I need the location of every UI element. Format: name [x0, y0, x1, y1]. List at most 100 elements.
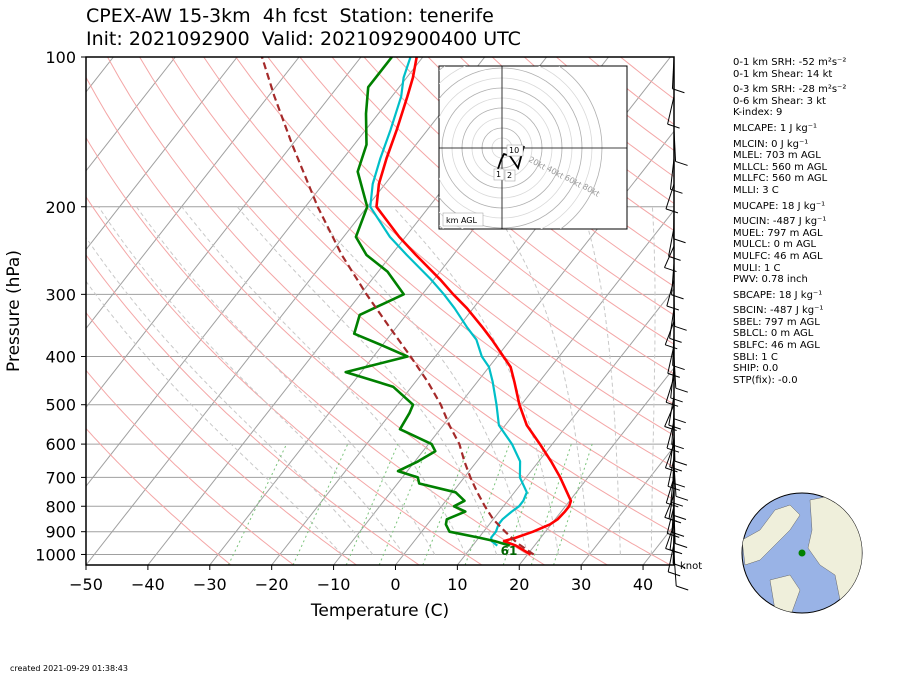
wind-barb-flag	[668, 518, 682, 524]
mixing-ratio-line	[378, 443, 430, 565]
mixing-ratio-line	[530, 443, 572, 565]
axes: −50 −40 −30 −20 −10 0 10 20 30 40 100 200 300 400 500 6…	[4, 48, 675, 621]
wind-barb-shaft	[673, 464, 677, 497]
wind-barb-flag	[675, 387, 688, 393]
stat-line: SBEL: 797 m AGL	[733, 316, 820, 328]
moist-adiabat	[98, 206, 405, 555]
wind-barbs: knot	[664, 56, 702, 591]
mixing-ratio-line	[464, 443, 510, 565]
temperature-line	[375, 57, 573, 556]
stat-line: PWV: 0.78 inch	[733, 274, 808, 286]
y-tick-label: 600	[45, 435, 76, 454]
stat-line: MULCL: 0 m AGL	[733, 239, 817, 251]
wind-barb-flag	[668, 255, 681, 261]
wind-barb-flag	[671, 531, 685, 537]
wind-barb-flag	[670, 501, 684, 507]
wind-barb-flag	[669, 337, 682, 343]
wind-barb-flag	[672, 482, 686, 488]
y-tick-label: 900	[45, 523, 76, 542]
wind-barb-flag	[670, 397, 683, 403]
dry-adiabat	[86, 311, 357, 565]
dry-adiabat	[86, 76, 608, 565]
wind-barb-flag	[667, 532, 680, 538]
wind-barb-shaft	[668, 227, 675, 257]
wind-units-label: knot	[680, 561, 702, 572]
wind-barb-shaft	[667, 457, 675, 487]
wind-barb-shaft	[671, 263, 675, 295]
wind-barb-flag	[672, 365, 685, 371]
stat-line: MLCAPE: 1 J kg⁻¹	[733, 122, 818, 134]
moist-adiabat	[581, 206, 621, 555]
isotherm-line	[86, 57, 486, 565]
stat-line: SBLCL: 0 m AGL	[733, 328, 814, 340]
stat-line: MLCIN: 0 J kg⁻¹	[733, 138, 809, 150]
wind-barb-flag	[673, 418, 686, 424]
isotherm-line	[86, 57, 424, 487]
y-tick-label: 200	[45, 198, 76, 217]
wind-barb-flag	[670, 188, 683, 194]
hodograph-frame	[438, 65, 628, 230]
x-tick-label: 20	[509, 575, 529, 594]
title-line-2: Init: 2021092900 Valid: 2021092900400 UT…	[86, 28, 521, 50]
wind-barb-flag	[676, 585, 689, 591]
stat-line: MLLCL: 560 m AGL	[733, 161, 828, 173]
wind-barb-flag	[673, 238, 686, 244]
wind-barb-flag	[668, 571, 681, 577]
x-axis-label: Temperature (C)	[310, 601, 449, 621]
north-america-shape	[742, 504, 801, 566]
wind-barb-flag	[669, 466, 682, 472]
isotherm-line	[580, 445, 674, 565]
isotherm-line	[86, 57, 362, 409]
moist-adiabat	[306, 206, 528, 555]
mixing-ratio-line	[553, 443, 593, 565]
y-tick-label: 300	[45, 285, 76, 304]
x-tick-label: −40	[131, 575, 165, 594]
stat-line: MLLI: 3 C	[733, 184, 779, 196]
wind-barb-flag	[665, 467, 678, 473]
wind-barb-shaft	[669, 308, 675, 339]
dry-adiabat	[267, 57, 674, 405]
wetbulb-line	[369, 57, 528, 547]
moist-adiabat	[650, 206, 656, 555]
x-tick-label: 10	[447, 575, 467, 594]
stats-panel: 0-1 km SRH: -52 m²s⁻² 0-1 km Shear: 14 kt…	[733, 57, 903, 386]
stat-line: SBCIN: -487 J kg⁻¹	[733, 305, 824, 317]
title-line-1: CPEX-AW 15-3km 4h fcst Station: tenerife	[86, 5, 494, 27]
x-tick-label: −30	[193, 575, 227, 594]
mixing-ratio-line	[502, 443, 546, 565]
moist-adiabat	[136, 206, 436, 555]
dry-adiabat	[86, 369, 295, 565]
surface-dewpoint-label: 61	[501, 544, 518, 558]
wind-barb-shaft	[672, 531, 675, 564]
hodograph-units-label: km AGL	[446, 216, 478, 225]
wind-barb-flag	[674, 460, 688, 466]
wind-barb-shaft	[673, 511, 676, 544]
stat-line: MULFC: 46 m AGL	[733, 250, 823, 262]
wind-barb-flag	[665, 401, 679, 407]
hodograph-height-box	[493, 168, 505, 181]
wind-barb-shaft	[669, 158, 675, 190]
wind-barb-flag	[672, 563, 686, 569]
wind-barb-flag	[672, 88, 685, 94]
wind-barb-flag	[665, 344, 678, 350]
x-tick-label: −20	[255, 575, 289, 594]
dry-adiabat	[395, 57, 674, 287]
stat-line: MLEL: 703 m AGL	[733, 150, 821, 162]
background-lines	[86, 57, 674, 565]
location-globe	[741, 492, 863, 614]
stat-line: STP(fix): -0.0	[733, 374, 798, 386]
mixing-ratio-line	[345, 443, 399, 565]
y-tick-label: 400	[45, 348, 76, 367]
stat-line: MUEL: 797 m AGL	[733, 227, 823, 239]
wind-barb-flag	[666, 502, 679, 508]
dry-adiabat	[363, 57, 674, 316]
dry-adiabat	[86, 427, 232, 565]
wind-barb-shaft	[673, 356, 677, 389]
x-tick-label: −50	[69, 575, 103, 594]
wind-barb-flag	[668, 424, 681, 430]
wind-barb-flag	[674, 325, 687, 331]
wind-barb-flag	[667, 123, 680, 129]
dry-adiabat	[331, 57, 674, 345]
wind-barb-shaft	[668, 489, 675, 519]
moist-adiabat	[236, 206, 498, 555]
